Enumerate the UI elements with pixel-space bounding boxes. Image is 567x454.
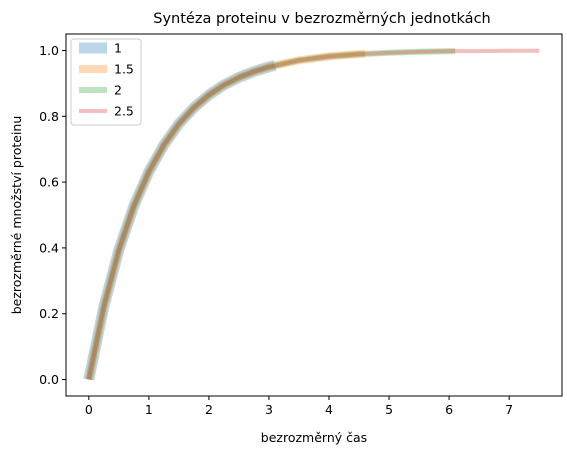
x-tick-label: 6: [445, 402, 453, 417]
plot-frame: [65, 33, 563, 397]
x-tick-label: 7: [505, 402, 513, 417]
y-tick-label: 1.0: [39, 43, 59, 58]
y-axis-label: bezrozměrné množství proteinu: [9, 116, 24, 315]
legend-label-2: 2: [114, 83, 122, 98]
legend: 1 1.5 2 2.5: [70, 38, 142, 126]
x-tick-label: 3: [265, 402, 273, 417]
x-axis-label: bezrozměrný čas: [261, 430, 367, 445]
series-line-1: [83, 59, 277, 381]
legend-label-1.5: 1.5: [114, 62, 134, 77]
y-tick-label: 0.0: [39, 372, 59, 387]
x-tick-label: 1: [145, 402, 153, 417]
legend-box: [70, 38, 142, 126]
x-tick-label: 4: [325, 402, 333, 417]
legend-label-2.5: 2.5: [114, 104, 134, 119]
y-axis: 0.0 0.2 0.4 0.6 0.8 1.0: [39, 43, 66, 387]
y-tick-label: 0.8: [39, 109, 59, 124]
legend-label-1: 1: [114, 41, 122, 56]
x-tick-label: 2: [205, 402, 213, 417]
x-tick-label: 5: [385, 402, 393, 417]
y-tick-label: 0.6: [39, 175, 59, 190]
series-line-2: [85, 48, 456, 381]
series-line-1.5: [84, 49, 366, 381]
x-axis: 0 1 2 3 4 5 6 7: [85, 396, 513, 417]
plot-lines: [83, 48, 540, 381]
x-tick-label: 0: [85, 402, 93, 417]
series-line-2.5: [86, 48, 540, 380]
chart-title: Syntéza proteinu v bezrozměrných jednotk…: [153, 11, 490, 27]
y-tick-label: 0.4: [39, 240, 59, 255]
y-tick-label: 0.2: [39, 306, 59, 321]
